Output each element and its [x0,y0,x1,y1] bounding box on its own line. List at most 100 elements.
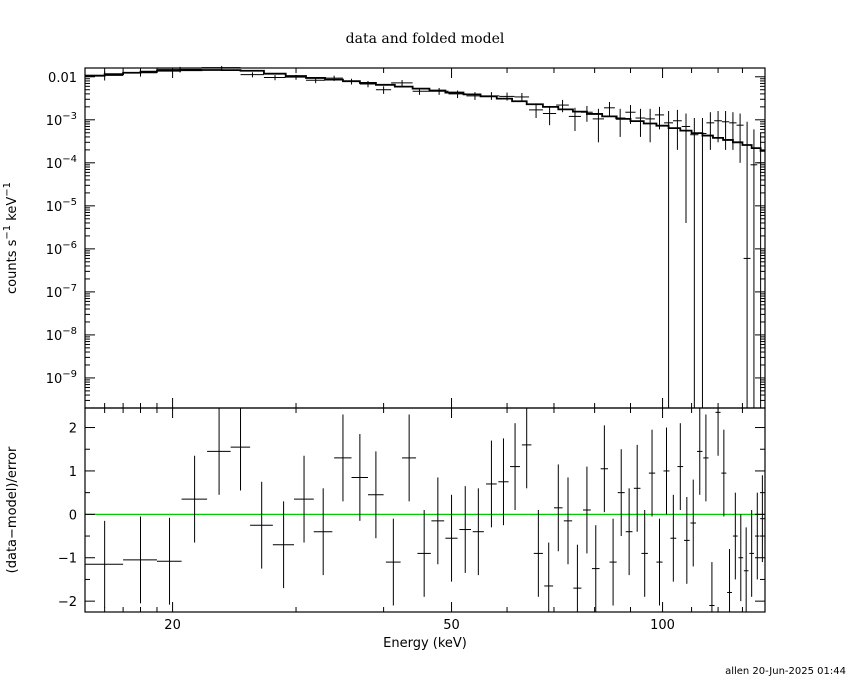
data-point [359,80,376,88]
residual-point [445,494,458,582]
residual-point [402,414,417,502]
residual-point [272,501,294,589]
residual-point [334,414,352,502]
y-tick-label: 10−8 [46,326,77,344]
data-point [592,108,604,143]
residual-point [690,479,696,567]
residual-point [367,451,384,539]
residual-point [677,423,684,510]
residual-point [351,434,368,521]
data-point [375,86,392,94]
data-point [645,108,655,143]
residual-point [641,510,648,597]
y-tick-label: 10−7 [46,283,77,301]
residual-point [156,517,182,605]
data-point [325,75,343,81]
data-point [412,87,430,95]
residual-point [617,449,625,537]
x-axis-label: Energy (keV) [383,636,467,651]
data-point [664,111,674,408]
residual-point [459,486,471,573]
residual-point [472,488,484,576]
residual-point [727,549,732,612]
top-panel-y-tick-labels: 0.01 10−3 10−4 10−5 10−6 10−7 10−8 10−9 [46,71,77,387]
data-point [514,92,530,102]
y-tick-label: 10−6 [46,240,77,258]
residual-point [749,510,754,597]
data-point [698,118,707,408]
residual-point [431,477,445,565]
residual-point [563,477,573,565]
residual-point [743,527,749,612]
residual-point [755,492,760,580]
top-panel-data-points [85,66,764,408]
y-tick-label: 10−9 [46,369,77,387]
residual-point [85,520,124,608]
residual-point [313,488,333,576]
data-point [568,107,582,131]
data-point [757,132,764,408]
chart-title: data and folded model [346,31,505,47]
data-point [714,111,722,143]
data-point [499,92,515,101]
y-tick-label: 0 [69,508,77,523]
residual-point [609,518,617,606]
residual-point [293,455,314,543]
y-tick-label: −1 [58,552,77,567]
data-point [614,108,626,137]
residual-point [573,544,582,612]
data-point [729,112,737,150]
residual-point [670,494,677,582]
data-point [466,92,484,100]
y-tick-label: 10−3 [46,111,77,129]
bottom-y-axis-label: (data−model)/error [5,446,20,573]
residual-point [732,492,738,580]
residual-point [207,408,231,495]
data-point [429,87,449,95]
x-tick-label: 50 [443,618,460,633]
residual-point [521,408,532,489]
data-point [581,105,593,122]
data-point [603,101,615,117]
x-tick-labels: 20 50 100 [164,618,675,633]
residual-point [250,481,273,569]
residual-point [417,510,431,597]
residual-point [738,514,744,602]
residual-point [591,525,600,612]
footer-timestamp: allen 20-Jun-2025 01:44 [725,666,846,677]
data-point [306,77,326,84]
top-panel-ticks [85,68,766,409]
data-point [85,71,124,81]
residual-point [385,518,401,606]
data-point [625,105,636,124]
y-tick-label: −2 [58,595,77,610]
residual-point [553,464,563,552]
data-point [556,99,569,113]
residual-point [533,510,543,597]
y-tick-label: 10−4 [46,154,77,172]
data-point [635,108,646,137]
data-point [391,80,413,87]
x-tick-label: 100 [650,618,675,633]
model-step-path [85,69,765,152]
data-point [342,78,360,85]
top-panel-frame [84,67,766,409]
x-tick-label: 20 [164,618,181,633]
data-point [483,92,500,100]
data-point [263,75,286,81]
y-tick-label: 2 [69,422,77,437]
residual-point [663,427,670,515]
residual-point [721,429,727,517]
residual-data-points [85,408,765,612]
top-y-axis-label: counts s−1 keV−1 [2,182,20,294]
y-tick-label: 0.01 [48,71,77,86]
bottom-panel-ticks [85,408,766,612]
residual-point [544,542,554,612]
data-point [448,90,467,99]
residual-point [498,438,509,526]
residual-point [648,429,656,517]
data-point [750,129,758,408]
data-point [654,106,665,130]
data-point [690,118,699,408]
